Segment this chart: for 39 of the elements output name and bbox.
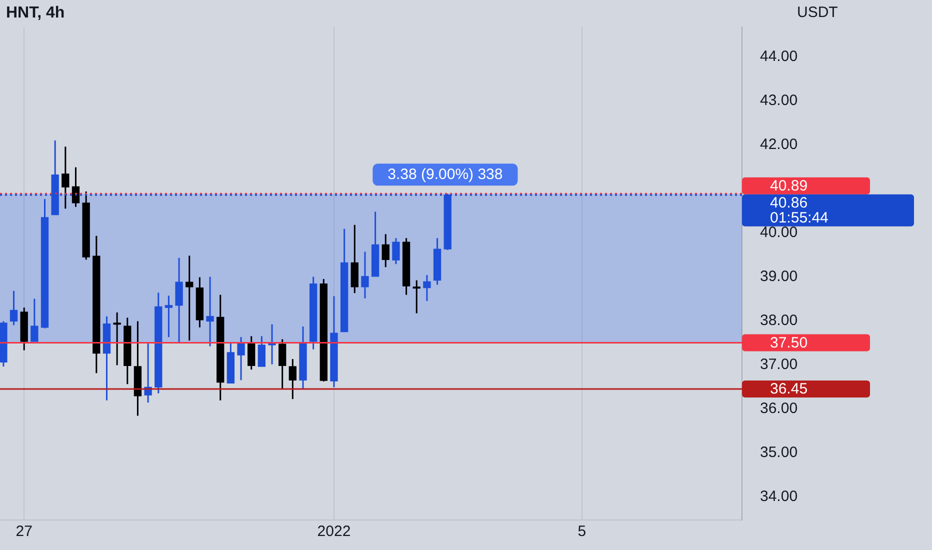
band-label: 3.38 (9.00%) 338 bbox=[388, 166, 503, 183]
candlestick bbox=[423, 274, 431, 302]
candlestick bbox=[248, 335, 256, 370]
candlestick bbox=[175, 257, 183, 344]
candlestick bbox=[30, 298, 38, 342]
candlestick bbox=[361, 250, 369, 300]
candlestick bbox=[186, 254, 194, 342]
chart-title: HNT, 4h bbox=[6, 4, 65, 22]
ref-line-label: 40.89 bbox=[770, 177, 808, 194]
candlestick bbox=[258, 335, 266, 368]
y-tick-label: 36.00 bbox=[760, 400, 798, 417]
candlestick bbox=[164, 294, 173, 338]
x-tick-label: 2022 bbox=[317, 523, 351, 540]
x-tick-label: 5 bbox=[578, 523, 586, 540]
candlestick bbox=[113, 312, 121, 366]
y-tick-label: 38.00 bbox=[760, 312, 798, 329]
candlestick bbox=[278, 338, 286, 390]
ref-line-label: 37.50 bbox=[770, 334, 808, 352]
x-tick-label: 27 bbox=[16, 523, 32, 540]
candlestick bbox=[72, 166, 80, 208]
y-tick-label: 35.00 bbox=[760, 444, 798, 461]
y-tick-label: 39.00 bbox=[760, 268, 798, 285]
y-axis-title: USDT bbox=[797, 4, 838, 22]
candlestick bbox=[62, 146, 70, 210]
ref-line-label: 36.45 bbox=[770, 380, 808, 398]
candlestick bbox=[392, 237, 400, 265]
candlestick bbox=[237, 336, 245, 381]
y-tick-label: 42.00 bbox=[760, 136, 798, 154]
y-tick-label: 40.00 bbox=[760, 224, 798, 241]
y-tick-label: 37.00 bbox=[760, 356, 798, 373]
y-tick-label: 34.00 bbox=[760, 488, 798, 505]
y-tick-label: 44.00 bbox=[760, 48, 798, 66]
candlestick bbox=[10, 290, 18, 326]
candlestick bbox=[206, 276, 214, 348]
candlestick bbox=[382, 233, 390, 268]
candlestick bbox=[288, 358, 296, 400]
y-tick-label: 43.00 bbox=[760, 92, 798, 110]
ref-line-label: 40.86 01:55:44 bbox=[770, 194, 828, 226]
candlestick bbox=[412, 280, 420, 314]
